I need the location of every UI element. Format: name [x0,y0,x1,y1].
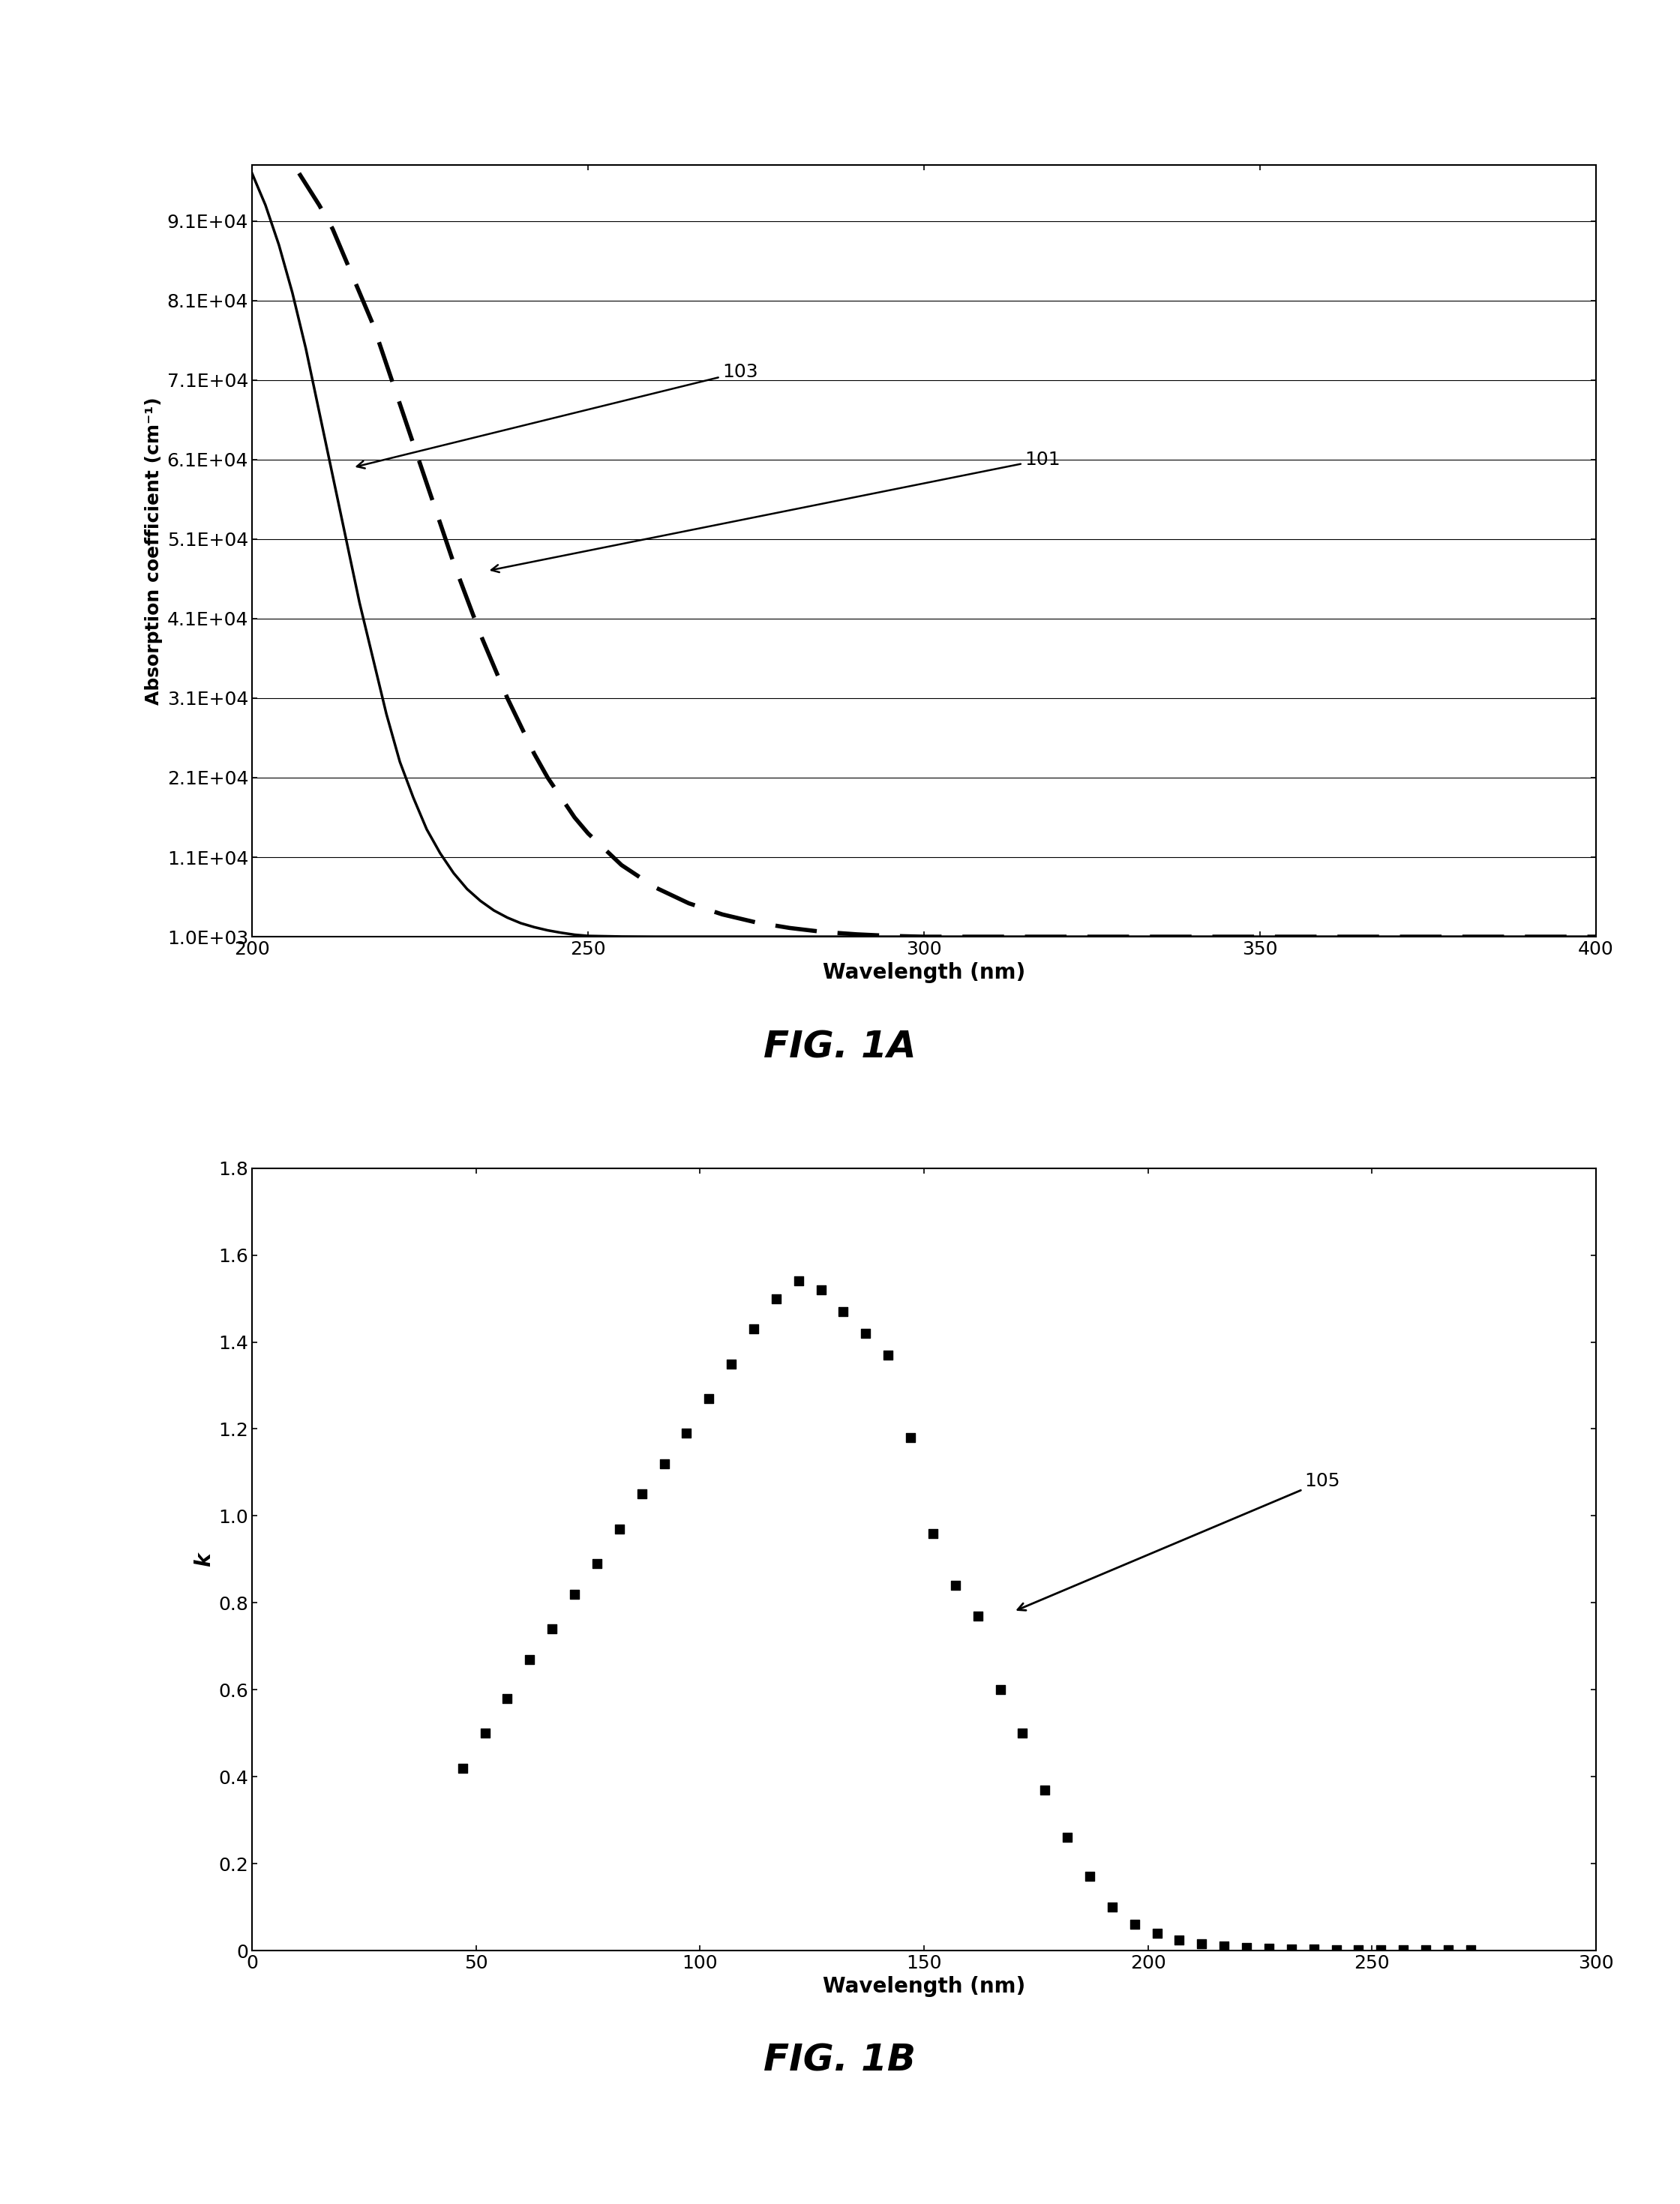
Point [696,1382,722,1417]
Point [1278,1931,1305,1966]
Text: 105: 105 [1018,1472,1341,1611]
Y-axis label: Absorption coefficient (cm⁻¹): Absorption coefficient (cm⁻¹) [144,397,163,705]
Point [583,1545,610,1580]
Point [674,1415,701,1450]
Point [897,1419,924,1455]
X-axis label: Wavelength (nm): Wavelength (nm) [823,963,1025,983]
Point [1010,1715,1037,1750]
Point [1032,1772,1058,1807]
Point [717,1347,744,1382]
Point [852,1316,879,1351]
Point [1211,1928,1238,1964]
Text: 101: 101 [491,450,1060,573]
Point [1233,1931,1260,1966]
Point [808,1272,835,1307]
Y-axis label: k: k [193,1552,215,1567]
Point [561,1576,588,1611]
Point [1099,1889,1126,1924]
Point [1053,1821,1080,1856]
Point [628,1477,655,1512]
Point [1255,1931,1282,1966]
Point [1144,1915,1171,1951]
Text: 103: 103 [356,364,758,467]
Text: FIG. 1A: FIG. 1A [764,1029,916,1065]
Point [1389,1933,1416,1968]
Text: FIG. 1B: FIG. 1B [764,2043,916,2078]
Point [1368,1933,1394,1968]
Point [1322,1933,1349,1968]
Point [650,1446,677,1481]
Point [1413,1933,1440,1968]
Point [1435,1933,1462,1968]
Point [516,1642,543,1677]
Point [942,1567,969,1602]
Point [539,1611,566,1646]
X-axis label: Wavelength (nm): Wavelength (nm) [823,1977,1025,1997]
Point [1166,1922,1193,1957]
Point [494,1682,521,1717]
Point [449,1750,475,1785]
Point [1121,1906,1147,1942]
Point [986,1673,1013,1708]
Point [964,1598,991,1633]
Point [1077,1858,1104,1893]
Point [919,1516,946,1552]
Point [606,1512,633,1547]
Point [763,1281,790,1316]
Point [1346,1933,1373,1968]
Point [830,1294,857,1329]
Point [1457,1933,1483,1968]
Point [741,1311,768,1347]
Point [1188,1926,1215,1962]
Point [1300,1931,1327,1966]
Point [472,1715,499,1750]
Point [785,1263,811,1298]
Point [875,1338,902,1373]
